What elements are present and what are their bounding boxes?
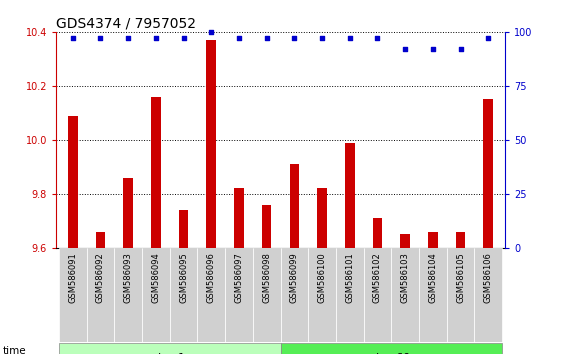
Text: GSM586104: GSM586104 bbox=[429, 252, 438, 303]
Bar bbox=[475, 248, 502, 342]
Text: GSM586093: GSM586093 bbox=[123, 252, 132, 303]
Point bbox=[345, 35, 354, 41]
Bar bbox=[262, 205, 272, 248]
Point bbox=[456, 46, 465, 52]
Point bbox=[484, 35, 493, 41]
Point bbox=[151, 35, 160, 41]
Text: GSM586098: GSM586098 bbox=[262, 252, 271, 303]
Text: GSM586103: GSM586103 bbox=[401, 252, 410, 303]
Point bbox=[373, 35, 382, 41]
Bar bbox=[345, 143, 355, 248]
Bar bbox=[234, 188, 244, 248]
Bar bbox=[280, 248, 308, 342]
Text: GSM586101: GSM586101 bbox=[345, 252, 354, 303]
Point bbox=[290, 35, 299, 41]
Bar bbox=[308, 248, 336, 342]
Text: GSM586094: GSM586094 bbox=[151, 252, 160, 303]
Point bbox=[262, 35, 271, 41]
Point bbox=[96, 35, 105, 41]
Bar bbox=[114, 248, 142, 342]
Bar bbox=[456, 232, 466, 248]
Bar bbox=[364, 248, 392, 342]
Text: GSM586099: GSM586099 bbox=[290, 252, 299, 303]
Bar bbox=[151, 97, 160, 248]
Bar bbox=[197, 248, 225, 342]
Bar bbox=[253, 248, 280, 342]
Text: GSM586096: GSM586096 bbox=[207, 252, 216, 303]
Bar bbox=[169, 248, 197, 342]
Text: time: time bbox=[3, 346, 26, 354]
Bar bbox=[86, 248, 114, 342]
Bar bbox=[419, 248, 447, 342]
Text: GSM586095: GSM586095 bbox=[179, 252, 188, 303]
Text: GSM586092: GSM586092 bbox=[96, 252, 105, 303]
Bar bbox=[95, 232, 105, 248]
Point bbox=[401, 46, 410, 52]
Bar bbox=[447, 248, 475, 342]
Bar bbox=[373, 218, 382, 248]
Point bbox=[179, 35, 188, 41]
Text: GSM586100: GSM586100 bbox=[318, 252, 327, 303]
Bar bbox=[317, 188, 327, 248]
Point bbox=[234, 35, 243, 41]
Bar bbox=[280, 343, 502, 354]
Bar bbox=[68, 115, 77, 248]
Text: day 1: day 1 bbox=[154, 353, 185, 354]
Text: GDS4374 / 7957052: GDS4374 / 7957052 bbox=[56, 17, 196, 31]
Bar bbox=[392, 248, 419, 342]
Bar bbox=[206, 40, 216, 248]
Bar bbox=[59, 248, 86, 342]
Point bbox=[68, 35, 77, 41]
Text: GSM586106: GSM586106 bbox=[484, 252, 493, 303]
Text: GSM586102: GSM586102 bbox=[373, 252, 382, 303]
Bar bbox=[428, 232, 438, 248]
Bar bbox=[142, 248, 169, 342]
Point bbox=[123, 35, 132, 41]
Bar bbox=[123, 178, 133, 248]
Bar bbox=[336, 248, 364, 342]
Point bbox=[207, 29, 216, 35]
Text: GSM586105: GSM586105 bbox=[456, 252, 465, 303]
Bar bbox=[225, 248, 253, 342]
Point bbox=[318, 35, 327, 41]
Bar bbox=[179, 210, 188, 248]
Bar bbox=[59, 343, 280, 354]
Text: GSM586091: GSM586091 bbox=[68, 252, 77, 303]
Bar bbox=[289, 164, 299, 248]
Text: GSM586097: GSM586097 bbox=[234, 252, 243, 303]
Point bbox=[429, 46, 438, 52]
Text: day 60: day 60 bbox=[373, 353, 411, 354]
Bar bbox=[484, 99, 493, 248]
Bar bbox=[401, 234, 410, 248]
